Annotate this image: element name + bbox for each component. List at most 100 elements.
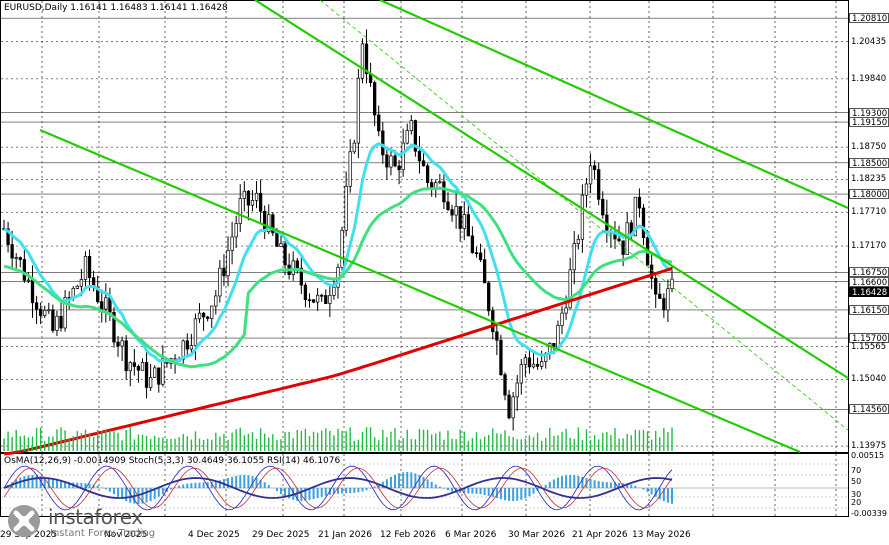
candle-body [450,209,454,216]
candle-body [218,267,222,297]
candle-body [258,192,263,212]
candle-body [63,297,67,329]
candle-body [47,309,51,312]
candle-body [26,279,31,282]
candle-body [279,243,283,247]
candle-body [499,339,503,376]
candle-body [568,269,572,309]
time-axis-label: 6 Mar 2026 [445,530,497,540]
logo-tagline: Instant Forex Trading [50,528,156,539]
candle-body [511,396,515,419]
time-axis-label: 4 Dec 2025 [188,530,240,540]
candle-body [100,301,104,310]
time-axis-label: 21 Apr 2026 [572,530,628,540]
candle-body [18,257,22,260]
candle-body [535,363,540,367]
candle-body [307,299,312,302]
candle-body [503,374,507,396]
candle-body [144,362,149,388]
candle-body [519,364,523,384]
candle-body [246,190,251,206]
time-axis-label: Nov 2025 [104,530,148,540]
candle-body [373,82,377,116]
candle-body [39,308,43,316]
candle-body [670,278,674,290]
candle-body [478,252,483,261]
candle-body [303,284,308,301]
candle-body [474,252,479,254]
candle-body [234,223,238,238]
candle-body [421,160,426,167]
price-pane-frame [0,0,849,453]
candle-body [120,340,124,347]
candle-body [315,294,320,303]
candle-body [242,190,246,199]
candle-body [666,288,670,311]
candle-body [201,312,206,318]
candle-body [649,264,654,279]
price-label: 1.15040 [851,374,887,385]
candle-body [438,181,442,184]
candle-body [30,279,35,304]
candle-body [75,285,79,289]
candle-body [320,294,324,297]
candle-body [226,250,230,277]
candle-body [633,196,637,237]
candle-body [295,260,299,269]
candle-body [79,279,84,287]
candle-body [409,120,413,131]
candle-body [601,198,605,216]
candle-body [637,196,642,209]
candle-body [104,297,108,310]
stoch-main-line [3,465,673,511]
candle-body [381,130,385,156]
trend-channel-line [319,0,849,431]
candle-body [360,43,365,79]
trend-channel-line [254,0,849,379]
candle-body [540,361,544,367]
candle-body [267,214,271,233]
candle-body [470,235,475,253]
candle-body [14,257,18,259]
candle-body [584,183,589,196]
price-label: 1.13975 [851,441,887,452]
candle-body [397,165,401,171]
candle-body [401,142,405,171]
candle-body [572,243,576,271]
candle-body [417,150,422,162]
price-label: 1.16428 [849,287,889,298]
candle-body [206,316,210,319]
candle-body [112,311,116,343]
indicator-axis-label: 50 [851,477,862,486]
candle-body [197,312,202,320]
candle-body [128,362,132,372]
time-axis-label: 21 Jan 2026 [318,530,372,540]
candle-body [136,366,141,371]
price-label: 1.16600 [849,276,889,288]
candle-body [230,236,234,251]
candle-body [22,259,27,281]
candle-body [364,43,369,75]
candle-body [132,362,136,367]
candle-body [328,294,332,304]
time-axis-label: 13 May 2026 [632,530,691,540]
candle-body [153,367,157,378]
candle-body [556,325,560,348]
rsi-line [3,477,673,499]
time-axis-label: 12 Feb 2026 [380,530,437,540]
candle-body [157,367,161,385]
indicator-axis-label: 0.00515 [851,451,885,460]
candle-body [482,259,487,284]
price-label: 1.18000 [849,189,889,200]
candle-body [275,232,279,247]
price-label: 1.18235 [851,174,887,185]
candle-body [564,307,568,314]
candle-body [6,228,10,245]
candle-body [210,305,214,319]
candle-body [527,357,532,368]
candle-body [185,340,189,350]
candle-body [389,155,393,168]
candle-body [580,194,585,240]
